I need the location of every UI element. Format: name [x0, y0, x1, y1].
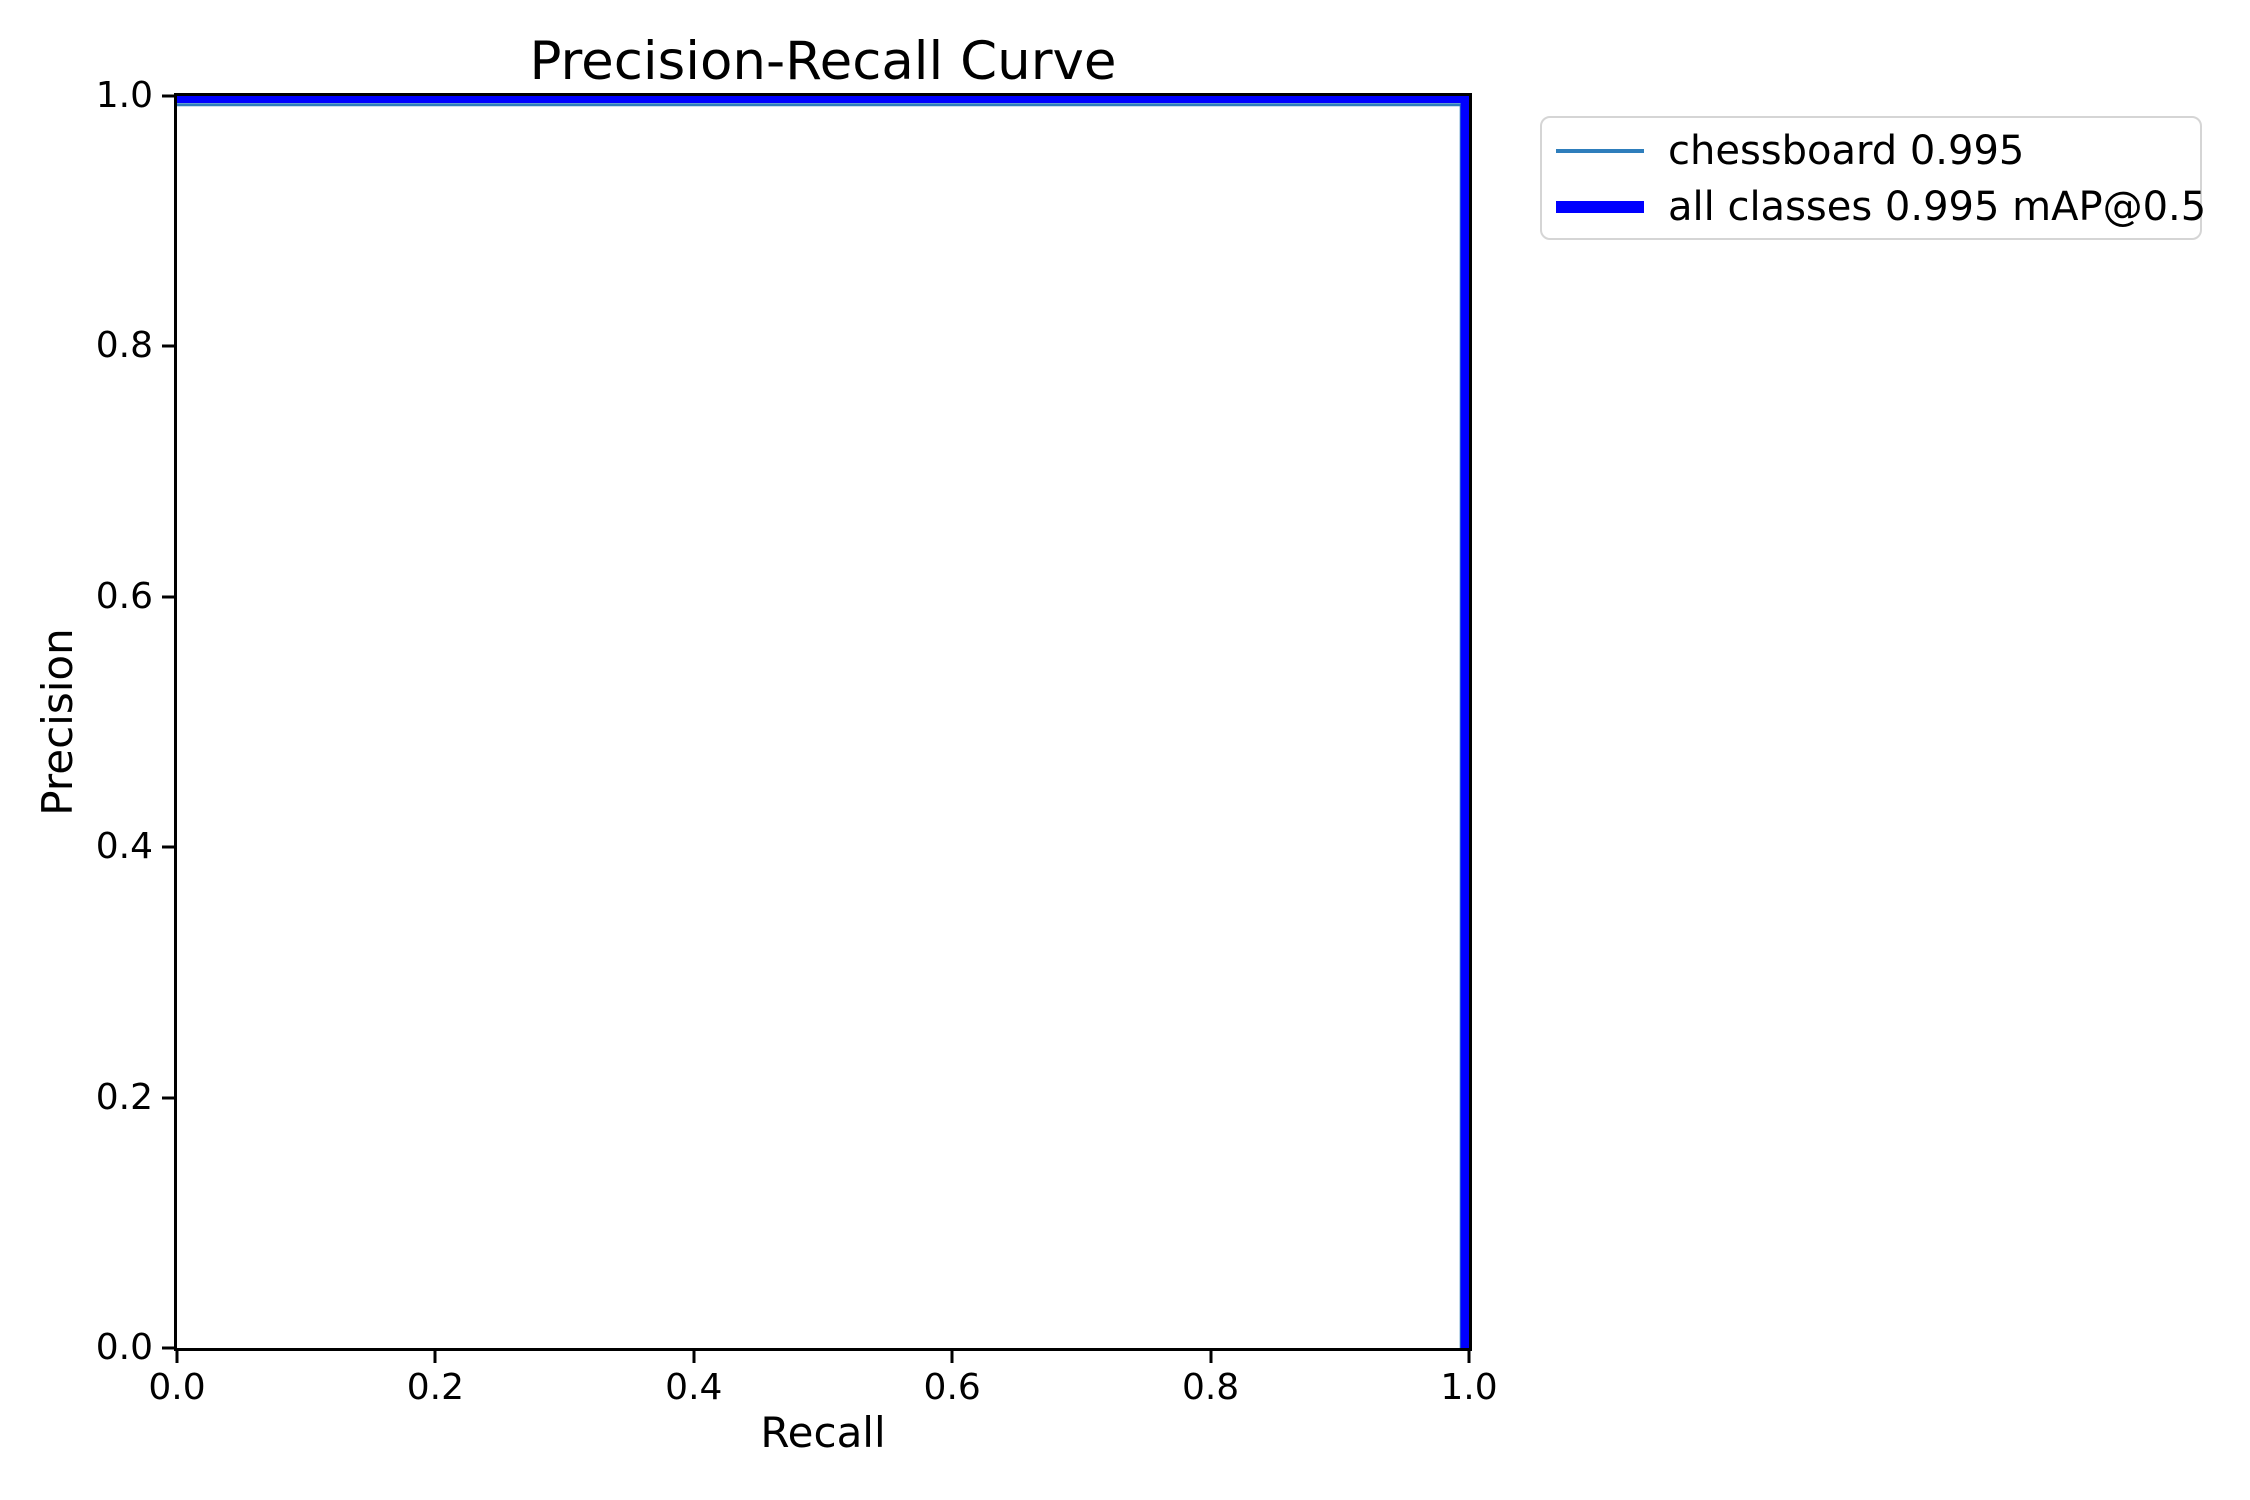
y-tick-mark	[162, 94, 174, 98]
legend-swatch-box	[1556, 149, 1644, 153]
y-tick-mark	[162, 845, 174, 849]
y-axis-label: Precision	[32, 628, 82, 816]
y-tick-label: 0.8	[95, 325, 153, 367]
legend-line-chessboard	[1556, 149, 1644, 153]
y-tick-mark	[162, 344, 174, 348]
legend-line-all-classes	[1556, 201, 1644, 213]
x-tick-mark	[433, 1351, 437, 1363]
y-tick-label: 0.6	[95, 575, 153, 617]
x-tick-label: 0.0	[148, 1367, 206, 1408]
legend-label-all-classes: all classes 0.995 mAP@0.5	[1668, 184, 2207, 230]
chart-title: Precision-Recall Curve	[529, 31, 1117, 92]
y-tick-label: 1.0	[95, 75, 153, 116]
chessboard-curve	[177, 103, 1463, 1348]
y-tick-mark	[162, 1096, 174, 1100]
y-tick-mark	[162, 1346, 174, 1350]
x-tick-label: 0.8	[1181, 1367, 1240, 1408]
x-tick-label: 0.2	[406, 1367, 465, 1408]
legend-label-chessboard: chessboard 0.995	[1668, 128, 2025, 174]
x-tick-mark	[1209, 1351, 1213, 1363]
plot-lines	[177, 96, 1469, 1348]
y-tick-label: 0.4	[95, 826, 153, 868]
x-tick-mark	[950, 1351, 954, 1363]
y-tick-label: 0.2	[95, 1076, 153, 1118]
legend-item-all-classes: all classes 0.995 mAP@0.5	[1556, 179, 2206, 235]
x-tick-mark	[692, 1351, 696, 1363]
y-tick-label: 0.0	[95, 1327, 153, 1368]
legend: chessboard 0.995 all classes 0.995 mAP@0…	[1540, 116, 2206, 240]
all-classes-curve	[177, 96, 1469, 1348]
y-tick-mark	[162, 595, 174, 599]
x-tick-label: 0.4	[665, 1367, 723, 1408]
legend-swatch-box	[1556, 201, 1644, 213]
x-tick-mark	[175, 1351, 179, 1363]
plot-area: 0.0 0.2 0.4 0.6 0.8 1.0 0.0 0.2 0.4 0.6 0.8 1.0	[96, 78, 1498, 1406]
x-axis-label: Recall	[760, 1408, 886, 1457]
x-tick-label: 0.6	[923, 1367, 981, 1408]
x-tick-label: 1.0	[1440, 1367, 1498, 1408]
legend-item-chessboard: chessboard 0.995	[1556, 123, 2200, 179]
x-tick-mark	[1467, 1351, 1471, 1363]
